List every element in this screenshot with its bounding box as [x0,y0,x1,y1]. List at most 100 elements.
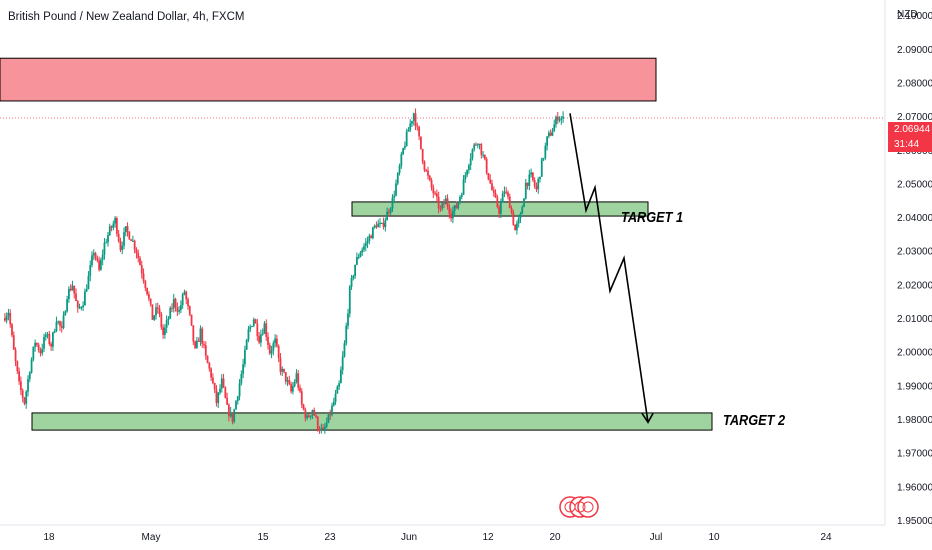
candle-body [199,328,202,342]
price-tick-label: 2.01000 [897,314,932,325]
candle-body [347,313,349,326]
candle-body [55,322,58,331]
candle-body [441,203,444,209]
candle-body [352,276,355,279]
candle-body [496,197,499,207]
candle-body [16,361,19,372]
candle-body [334,393,337,402]
candle-body [542,158,545,160]
candle-body [64,311,67,316]
candle-body [555,116,557,125]
candle-body [366,240,369,243]
candle-body [112,223,115,228]
candle-body [267,336,269,346]
candle-body [43,337,45,349]
price-tick-label: 2.09000 [897,45,932,56]
candle-body [57,321,60,323]
candle-body [151,304,154,320]
candle-body [482,154,485,156]
candle-body [380,222,383,224]
candle-body [400,154,403,166]
candle-body [451,211,454,219]
candle-body [3,318,6,321]
time-axis: 18 May 15 23 Jun 12 20 Jul 10 24 [43,532,832,543]
symbol-title: British Pound / New Zealand Dollar, 4h, … [8,11,245,23]
candle-body [396,173,399,184]
candle-body [73,285,76,294]
candle-body [338,383,341,387]
candle-body [254,319,257,324]
candle-body [418,127,421,137]
candle-body [272,343,275,351]
candle-body [345,325,348,344]
candle-body [149,298,152,305]
candle-body [393,195,396,198]
candle-body [286,380,289,382]
candle-body [523,198,525,208]
candle-body [320,427,323,431]
price-tick-label: 2.07000 [897,112,932,123]
price-tick-label: 1.98000 [897,415,932,426]
candle-body [316,416,319,430]
candle-body [263,323,266,334]
candle-body [391,197,394,209]
candle-body [80,307,83,309]
candle-body [313,410,316,416]
candle-body [455,205,458,209]
candle-body [540,158,543,177]
candle-body [96,258,99,261]
candle-body [457,202,460,209]
candle-body [85,289,88,292]
candle-body [370,235,373,239]
candle-body [354,264,357,277]
candle-body [487,173,490,180]
candle-body [435,193,438,197]
candle-body [163,327,166,335]
resistance-zone-1[interactable] [0,57,657,102]
candle-body [306,415,309,419]
candle-body [423,161,426,171]
candle-body [133,240,136,250]
candle-body [530,172,533,175]
time-tick-label: May [142,532,161,543]
candle-body [231,412,234,422]
price-tick-label: 2.00000 [897,348,932,359]
candle-body [256,323,259,337]
candle-body [76,301,79,308]
price-tick-label: 1.96000 [897,482,932,493]
candle-body [270,350,273,354]
candle-body [92,253,95,256]
candle-body [146,287,149,295]
price-tick-label: 2.03000 [897,247,932,258]
candle-body [238,383,241,397]
candle-body [7,312,10,317]
candle-body [190,314,193,326]
candle-body [389,208,392,213]
candle-body [30,359,33,373]
candle-body [130,239,133,241]
candle-body [219,388,221,393]
candle-body [325,422,328,427]
candle-body [471,149,474,159]
candle-body [368,235,371,241]
candle-body [384,220,387,228]
event-icons[interactable] [559,496,599,518]
support-zone-3[interactable] [31,412,713,431]
candle-body [203,343,205,346]
candle-body [227,404,230,417]
candle-body [245,339,248,350]
candle-body [62,315,65,328]
candle-body [19,381,22,391]
candle-body [226,397,229,405]
candle-body [243,349,246,365]
candle-body [181,294,184,306]
candle-body [224,387,227,398]
candle-body [437,196,440,209]
candle-body [178,310,181,312]
candle-body [419,136,422,149]
candle-body [421,148,424,162]
candle-body [434,193,437,195]
candle-body [82,305,85,308]
candle-body [211,377,214,383]
